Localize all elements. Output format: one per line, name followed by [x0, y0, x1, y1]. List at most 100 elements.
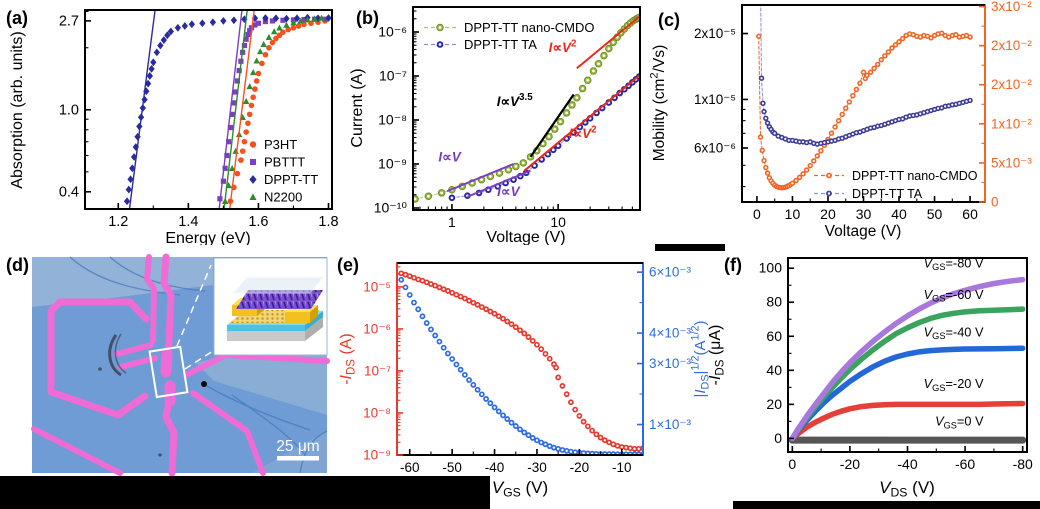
gold-electrode-right-side	[310, 305, 318, 323]
svg-text:3×10⁻³: 3×10⁻³	[649, 356, 692, 371]
svg-text:10⁻⁸: 10⁻⁸	[378, 111, 407, 127]
svg-text:PBTTT: PBTTT	[264, 155, 305, 170]
svg-text:10: 10	[550, 214, 566, 230]
svg-text:10⁻⁷: 10⁻⁷	[364, 363, 391, 378]
electrode-trace	[144, 254, 157, 344]
svg-text:VDS (V): VDS (V)	[879, 478, 935, 500]
svg-text:Voltage (V): Voltage (V)	[486, 229, 565, 245]
panel-c-mobility-chart: 0 10 20 30 40 50 60 2x10⁻⁵ 1x10⁻⁵ 6x10⁻⁶ 3x10⁻² 2x1…	[649, 0, 1033, 240]
svg-text:1: 1	[448, 214, 456, 230]
scale-bar: 25 μm	[276, 438, 320, 461]
electrode-trace	[31, 426, 123, 476]
dust-particle	[201, 381, 207, 387]
svg-text:Absorption (arb. units): Absorption (arb. units)	[9, 31, 26, 188]
film-edge-region	[252, 431, 327, 473]
panel-a-absorption-chart: 1.2 1.4 1.6 1.8 2.7 1.0 0.4 Energy (eV) Absorpti…	[6, 8, 339, 245]
callout-dashed-line	[176, 264, 212, 347]
gold-electrode-right	[285, 312, 310, 323]
device-inset	[213, 257, 328, 356]
dielectric-front	[227, 325, 305, 331]
svg-text:-IDS (μA): -IDS (μA)	[707, 325, 727, 386]
svg-text:-80: -80	[1013, 456, 1033, 472]
svg-text:60: 60	[962, 206, 978, 222]
svg-text:10⁻⁶: 10⁻⁶	[363, 321, 391, 336]
svg-text:0: 0	[753, 206, 761, 222]
svg-text:-50: -50	[442, 460, 462, 475]
svg-text:1.0: 1.0	[59, 102, 79, 118]
svg-text:10⁻⁹: 10⁻⁹	[378, 155, 407, 171]
substrate-front	[227, 331, 305, 341]
electrode-trace	[114, 342, 154, 357]
svg-text:2x10⁻²: 2x10⁻²	[991, 77, 1032, 92]
svg-text:0: 0	[774, 430, 782, 446]
svg-text:0: 0	[788, 456, 796, 472]
svg-text:N2200: N2200	[264, 190, 302, 205]
electrode-trace	[190, 390, 266, 476]
electrode-tip	[160, 349, 173, 378]
svg-text:50: 50	[927, 206, 943, 222]
svg-text:Voltage (V): Voltage (V)	[825, 223, 902, 240]
svg-text:1x10⁻⁵: 1x10⁻⁵	[694, 92, 736, 107]
svg-text:2x10⁻²: 2x10⁻²	[991, 38, 1032, 53]
panel-e-transfer-curve-chart: -60 -50 -40 -30 -20 -10 10⁻⁵ 10⁻⁶ 10⁻⁷ 10⁻⁸ 10⁻⁹ 6×…	[337, 255, 712, 500]
svg-text:-20: -20	[840, 456, 860, 472]
svg-text:2x10⁻⁵: 2x10⁻⁵	[694, 26, 736, 41]
svg-text:6x10⁻⁶: 6x10⁻⁶	[694, 140, 736, 155]
svg-text:VGS=-20 V: VGS=-20 V	[924, 376, 984, 393]
svg-text:I∝V2: I∝V2	[549, 38, 577, 55]
svg-text:10⁻⁸: 10⁻⁸	[363, 405, 391, 420]
svg-text:(f): (f)	[724, 255, 742, 275]
svg-text:6×10⁻³: 6×10⁻³	[649, 265, 692, 280]
svg-text:VGS=-60 V: VGS=-60 V	[924, 287, 984, 304]
svg-text:-IDS (A): -IDS (A)	[338, 333, 358, 385]
polymer-nanorod-texture	[236, 290, 323, 309]
svg-text:3x10⁻²: 3x10⁻²	[991, 0, 1032, 14]
svg-text:4×10⁻³: 4×10⁻³	[649, 326, 692, 341]
dust-particle	[158, 453, 162, 457]
svg-text:0.4: 0.4	[59, 184, 79, 200]
svg-text:10⁻⁷: 10⁻⁷	[379, 67, 407, 83]
svg-text:80: 80	[766, 294, 782, 310]
top-encapsulation-sheet	[231, 276, 326, 294]
svg-text:I∝V2: I∝V2	[569, 124, 597, 141]
panel-d-microscope-photo: (d)	[6, 253, 330, 477]
roi-rectangle	[148, 345, 189, 399]
device-3d-schematic	[227, 276, 326, 341]
svg-text:10⁻¹⁰: 10⁻¹⁰	[374, 199, 408, 215]
substrate-side	[305, 317, 323, 341]
svg-text:Current (A): Current (A)	[349, 68, 366, 147]
scale-bar-label: 25 μm	[276, 438, 319, 455]
svg-text:1.8: 1.8	[318, 214, 338, 230]
svg-text:-60: -60	[400, 460, 420, 475]
svg-text:DPPT-TT: DPPT-TT	[264, 172, 318, 187]
electrode-trace	[118, 355, 158, 370]
svg-text:-20: -20	[570, 460, 590, 475]
svg-text:1×10⁻³: 1×10⁻³	[649, 417, 692, 432]
defect-scratch	[108, 334, 122, 377]
svg-text:VGS=0 V: VGS=0 V	[935, 414, 984, 431]
svg-text:-30: -30	[527, 460, 547, 475]
svg-text:2.7: 2.7	[59, 13, 79, 29]
panel-f-output-curve-chart: 0 -20 -40 -60 -80 100 80 60 40 20 0 VDS (V) -IDS (μA…	[707, 255, 1033, 500]
callout-dashed-line	[184, 350, 214, 370]
svg-text:VGS=-80 V: VGS=-80 V	[924, 255, 984, 272]
svg-text:20: 20	[766, 396, 782, 412]
redaction-bar-middle	[655, 244, 725, 251]
dust-particle	[98, 367, 102, 371]
svg-text:(e): (e)	[337, 255, 359, 275]
svg-text:DPPT-TT TA: DPPT-TT TA	[852, 187, 923, 201]
svg-text:Energy (eV): Energy (eV)	[165, 230, 250, 245]
svg-text:0: 0	[991, 195, 999, 210]
electrode-trace	[162, 391, 178, 477]
svg-text:I∝V3.5: I∝V3.5	[497, 92, 534, 109]
svg-text:10⁻⁹: 10⁻⁹	[363, 448, 391, 463]
svg-text:1.4: 1.4	[178, 214, 198, 230]
svg-text:VGS (V): VGS (V)	[492, 478, 548, 500]
svg-text:10⁻⁵: 10⁻⁵	[363, 279, 391, 294]
svg-text:|IDS|1/2(A1/2): |IDS|1/2(A1/2)	[690, 320, 712, 397]
electrode-trace	[47, 298, 150, 419]
panel-b-current-voltage-chart: 1 10 10⁻⁶ 10⁻⁷ 10⁻⁸ 10⁻⁹ 10⁻¹⁰ Voltage (V) Curre…	[349, 6, 641, 245]
svg-text:10: 10	[785, 206, 801, 222]
svg-text:(c): (c)	[658, 10, 680, 30]
